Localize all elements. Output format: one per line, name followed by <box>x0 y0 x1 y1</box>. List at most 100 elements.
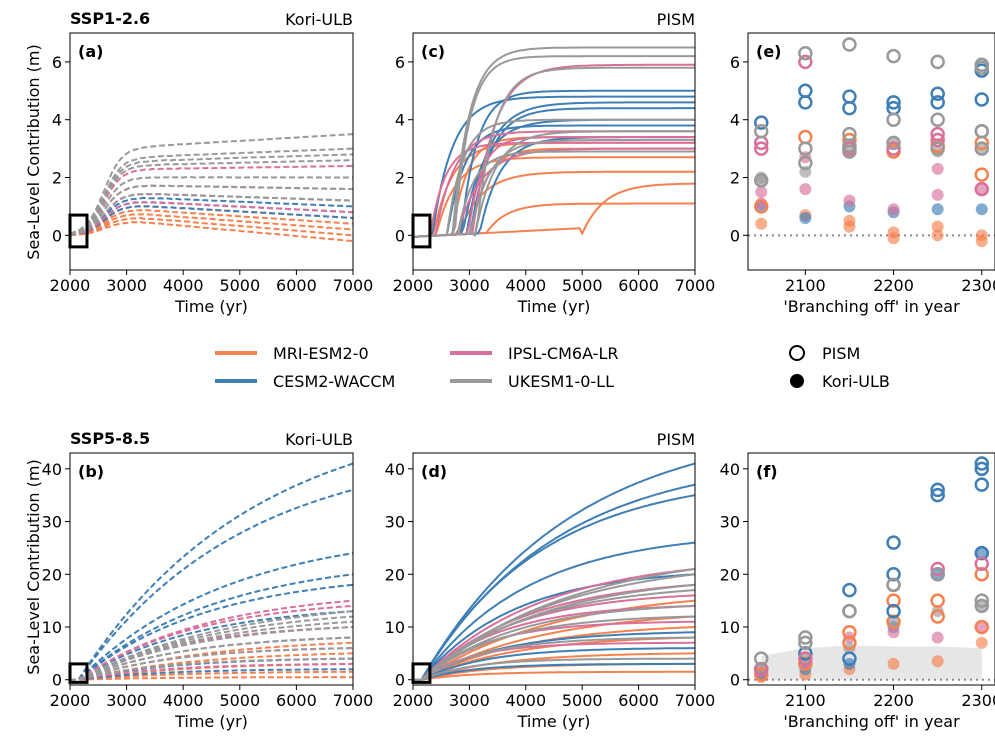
series-line-CESM2-WACCM <box>70 552 353 681</box>
marker-pism-CESM2-WACCM <box>930 487 945 503</box>
shaded-band-f <box>761 645 982 680</box>
marker-pism-UKESM1-0-LL <box>798 45 813 61</box>
series-line-IPSL-CM6A-LR <box>413 568 695 681</box>
marker-pism-MRI-ESM2-0 <box>753 667 769 682</box>
x-tick-label: 2200 <box>873 691 914 710</box>
marker-pism-MRI-ESM2-0 <box>930 593 945 608</box>
marker-pism-UKESM1-0-LL <box>842 138 857 153</box>
marker-pism-CESM2-WACCM <box>842 89 857 104</box>
start-box <box>411 213 432 249</box>
x-tick-label: 4000 <box>505 276 546 295</box>
marker-pism-MRI-ESM2-0 <box>842 625 857 640</box>
x-axis-label: Time (yr) <box>517 712 591 731</box>
panel-model-title: Kori-ULB <box>285 10 353 29</box>
row-title-top: SSP1-2.6 <box>70 9 150 28</box>
marker-kori-ulb-IPSL-CM6A-LR <box>843 194 856 207</box>
shaded-band-layer <box>761 645 982 680</box>
axes-frame-b <box>69 452 354 686</box>
marker-pism-MRI-ESM2-0 <box>886 614 901 629</box>
x-tick-label: 6000 <box>618 691 659 710</box>
marker-kori-ulb-MRI-ESM2-0 <box>975 235 988 248</box>
marker-kori-ulb-IPSL-CM6A-LR <box>975 621 988 633</box>
marker-pism-IPSL-CM6A-LR <box>753 141 769 156</box>
series-line-UKESM1-0-LL <box>413 615 695 681</box>
marker-pism-CESM2-WACCM <box>798 646 813 661</box>
marker-pism-UKESM1-0-LL <box>930 112 945 127</box>
series-line-UKESM1-0-LL <box>70 610 353 681</box>
marker-pism-MRI-ESM2-0 <box>974 167 990 182</box>
series-layer <box>70 37 995 684</box>
marker-pism-MRI-ESM2-0 <box>842 635 857 651</box>
marker-pism-IPSL-CM6A-LR <box>974 181 990 197</box>
x-tick-label: 7000 <box>333 276 374 295</box>
y-axis-label-top: Sea-Level Contribution (m) <box>24 44 43 259</box>
y-tick-label: 0 <box>395 226 405 245</box>
y-tick-label: 2 <box>730 169 740 188</box>
series-line-CESM2-WACCM <box>413 483 695 681</box>
legend-label: IPSL-CM6A-LR <box>508 344 618 363</box>
y-tick-label: 10 <box>42 618 62 637</box>
series-line-IPSL-CM6A-LR <box>70 599 353 681</box>
series-line-UKESM1-0-LL <box>70 176 353 235</box>
marker-pism-MRI-ESM2-0 <box>974 567 990 582</box>
x-tick-label: 4000 <box>163 276 204 295</box>
marker-pism-UKESM1-0-LL <box>930 141 945 156</box>
x-tick-label: 4000 <box>505 691 546 710</box>
marker-pism-CESM2-WACCM <box>798 83 813 99</box>
series-line-IPSL-CM6A-LR <box>413 141 695 238</box>
marker-pism-UKESM1-0-LL <box>798 141 813 156</box>
series-line-MRI-ESM2-0 <box>70 213 353 236</box>
series-line-CESM2-WACCM <box>413 95 695 238</box>
marker-pism-CESM2-WACCM <box>842 582 857 598</box>
series-line-MRI-ESM2-0 <box>413 170 695 238</box>
marker-pism-MRI-ESM2-0 <box>974 619 990 635</box>
series-line-UKESM1-0-LL <box>70 159 353 235</box>
y-tick-label: 30 <box>720 513 740 532</box>
marker-pism-CESM2-WACCM <box>974 545 990 561</box>
marker-kori-ulb-MRI-ESM2-0 <box>887 657 900 670</box>
marker-kori-ulb-MRI-ESM2-0 <box>755 217 768 230</box>
panel-label: (d) <box>421 462 447 481</box>
marker-pism-IPSL-CM6A-LR <box>930 561 945 577</box>
y-tick-label: 4 <box>730 111 740 130</box>
series-line-CESM2-WACCM <box>70 196 353 236</box>
marker-pism-CESM2-WACCM <box>753 115 769 130</box>
x-tick-label: 4000 <box>163 691 204 710</box>
x-tick-label: 2100 <box>785 691 826 710</box>
marker-kori-ulb-IPSL-CM6A-LR <box>799 183 812 196</box>
series-line-CESM2-WACCM <box>70 610 353 681</box>
marker-pism-CESM2-WACCM <box>974 477 990 492</box>
marker-pism-IPSL-CM6A-LR <box>798 651 813 666</box>
legend-label: UKESM1-0-LL <box>508 372 614 391</box>
y-tick-label: 2 <box>52 169 62 188</box>
series-line-IPSL-CM6A-LR <box>70 604 353 681</box>
series-line-IPSL-CM6A-LR <box>70 662 353 681</box>
y-tick-label: 6 <box>730 53 740 72</box>
x-tick-label: 2100 <box>785 276 826 295</box>
marker-pism-MRI-ESM2-0 <box>753 199 769 214</box>
y-tick-label: 10 <box>385 618 405 637</box>
marker-pism-CESM2-WACCM <box>974 456 990 471</box>
x-tick-label: 6000 <box>276 276 317 295</box>
y-tick-label: 6 <box>395 53 405 72</box>
series-line-MRI-ESM2-0 <box>70 676 353 681</box>
y-tick-label: 0 <box>730 226 740 245</box>
legend-marker-Kori-ULB <box>790 374 804 388</box>
marker-pism-UKESM1-0-LL <box>798 635 813 651</box>
marker-kori-ulb-MRI-ESM2-0 <box>931 220 944 233</box>
marker-pism-UKESM1-0-LL <box>798 630 813 645</box>
y-tick-label: 30 <box>42 513 62 532</box>
series-line-MRI-ESM2-0 <box>70 652 353 681</box>
x-tick-label: 7000 <box>675 276 716 295</box>
x-tick-label: 6000 <box>276 691 317 710</box>
marker-pism-CESM2-WACCM <box>798 95 813 110</box>
series-line-CESM2-WACCM <box>70 462 353 681</box>
marker-kori-ulb-IPSL-CM6A-LR <box>887 626 900 639</box>
series-line-CESM2-WACCM <box>70 205 353 236</box>
y-tick-label: 0 <box>395 671 405 690</box>
axes-frame-f <box>747 452 995 686</box>
x-tick-label: 2000 <box>50 691 91 710</box>
marker-pism-CESM2-WACCM <box>886 603 901 619</box>
series-line-UKESM1-0-LL <box>70 615 353 681</box>
marker-pism-CESM2-WACCM <box>886 95 901 110</box>
